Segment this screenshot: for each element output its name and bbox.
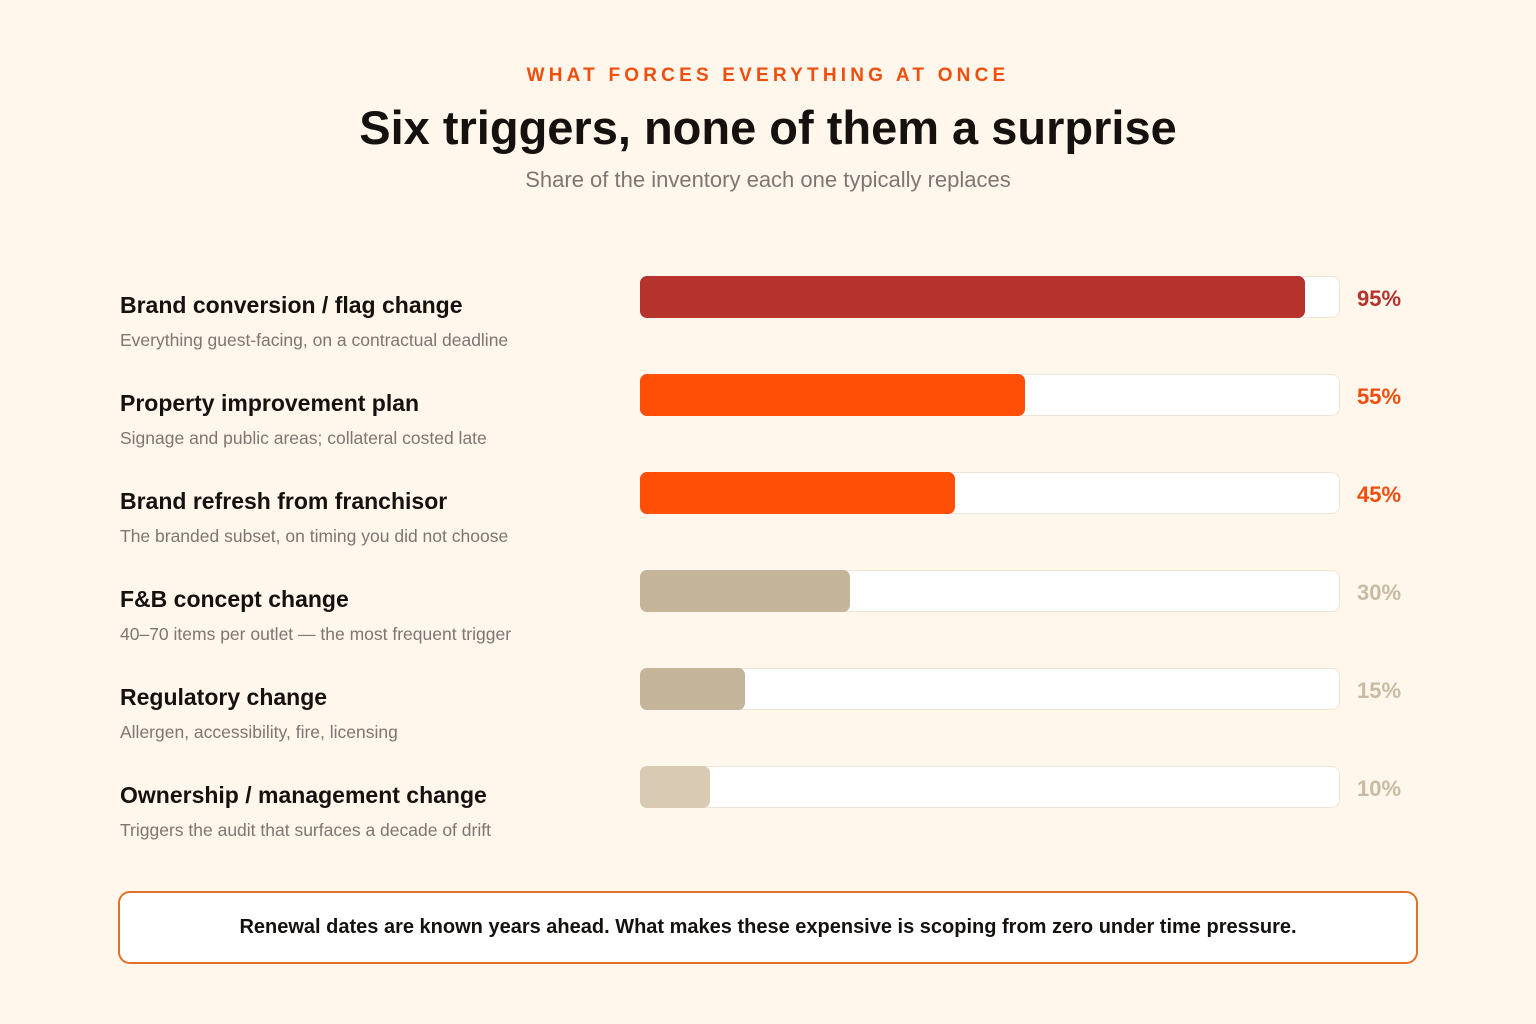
value-label: 30% bbox=[1357, 580, 1402, 605]
chart-row: Property improvement plan Signage and pub… bbox=[0, 374, 1536, 488]
category-label: Regulatory change bbox=[120, 684, 328, 710]
category-label: Brand refresh from franchisor bbox=[120, 488, 448, 514]
category-description: Signage and public areas; collateral cos… bbox=[120, 428, 487, 448]
category-description: Triggers the audit that surfaces a decad… bbox=[120, 820, 491, 840]
bar bbox=[640, 374, 1025, 416]
bar bbox=[640, 766, 710, 808]
category-label: Ownership / management change bbox=[120, 782, 487, 808]
bar bbox=[640, 276, 1305, 318]
value-label: 15% bbox=[1357, 678, 1402, 703]
footer-callout: Renewal dates are known years ahead. Wha… bbox=[118, 891, 1418, 964]
category-label: F&B concept change bbox=[120, 586, 349, 612]
value-label: 45% bbox=[1357, 482, 1402, 507]
footer-note: Renewal dates are known years ahead. Wha… bbox=[239, 916, 1297, 938]
category-label: Property improvement plan bbox=[120, 390, 420, 416]
chart-row: Ownership / management change Triggers th… bbox=[0, 766, 1536, 880]
bar bbox=[640, 570, 850, 612]
chart-row: Brand refresh from franchisor The branded… bbox=[0, 472, 1536, 586]
chart-row: Brand conversion / flag change Everything… bbox=[0, 276, 1536, 390]
chart-row: F&B concept change 40–70 items per outlet… bbox=[0, 570, 1536, 684]
value-label: 95% bbox=[1357, 286, 1402, 311]
chart-subtitle: Share of the inventory each one typicall… bbox=[525, 167, 1011, 192]
bar bbox=[640, 668, 745, 710]
category-description: 40–70 items per outlet — the most freque… bbox=[120, 624, 512, 644]
category-description: Allergen, accessibility, fire, licensing bbox=[120, 722, 398, 742]
chart-row: Regulatory change Allergen, accessibility… bbox=[0, 668, 1536, 782]
bar-track bbox=[640, 766, 1340, 808]
chart-title: Six triggers, none of them a surprise bbox=[359, 101, 1177, 154]
bar bbox=[640, 472, 955, 514]
category-label: Brand conversion / flag change bbox=[120, 292, 463, 318]
value-label: 55% bbox=[1357, 384, 1402, 409]
chart-eyebrow: WHAT FORCES EVERYTHING AT ONCE bbox=[526, 65, 1010, 86]
bar-track bbox=[640, 668, 1340, 710]
category-description: Everything guest-facing, on a contractua… bbox=[120, 330, 509, 350]
value-label: 10% bbox=[1357, 776, 1402, 801]
category-description: The branded subset, on timing you did no… bbox=[120, 526, 509, 546]
